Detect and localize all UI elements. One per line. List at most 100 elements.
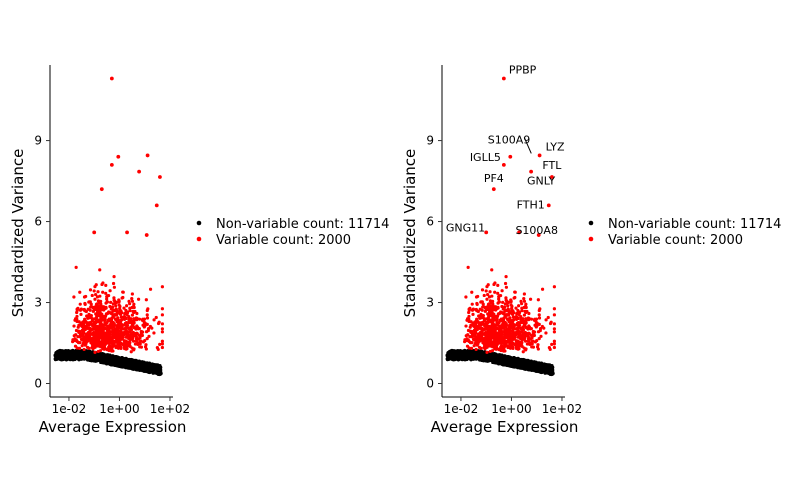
nonvariable-point [61, 357, 65, 361]
variable-point [530, 345, 534, 349]
nonvariable-point [473, 356, 477, 360]
variable-point [160, 313, 164, 317]
variable-point [72, 324, 76, 328]
y-tick-label: 0 [426, 377, 434, 391]
variable-point [121, 295, 125, 300]
variable-point [520, 309, 524, 313]
nonvariable-point [525, 364, 529, 368]
gene-label: S100A9 [488, 133, 531, 146]
variable-point [537, 322, 541, 326]
variable-point [522, 313, 527, 317]
nonvariable-point [476, 355, 480, 359]
variable-point [116, 154, 121, 159]
variable-point [103, 318, 107, 322]
variable-point [118, 304, 122, 308]
variable-point [529, 317, 534, 321]
variable-point [88, 288, 93, 292]
variable-point [156, 347, 160, 352]
variable-point [474, 319, 478, 323]
variable-point [90, 305, 94, 309]
variable-point [524, 325, 528, 329]
variable-point [524, 347, 528, 351]
variable-point [114, 345, 118, 350]
variable-point [490, 294, 494, 298]
variable-point [478, 326, 482, 330]
variable-point [83, 343, 87, 347]
variable-point [493, 335, 498, 339]
variable-point [504, 275, 508, 279]
gene-label: FTH1 [517, 198, 545, 211]
variable-point [97, 308, 102, 313]
variable-point [507, 334, 511, 338]
variable-point [125, 230, 129, 235]
variable-point [502, 342, 506, 346]
variable-point [485, 322, 489, 326]
variable-point [524, 334, 528, 338]
variable-point [480, 329, 484, 333]
nonvariable-point [118, 362, 122, 366]
nonvariable-point [504, 357, 508, 361]
variable-point [152, 318, 156, 322]
variable-point [148, 287, 153, 291]
variable-point [470, 308, 475, 312]
variable-point [102, 347, 106, 351]
variable-point [522, 292, 526, 296]
legend-nonvariable-marker [588, 220, 594, 226]
variable-point [94, 292, 98, 297]
variable-point [104, 283, 108, 287]
variable-point [552, 330, 556, 334]
legend-variable-label: Variable count: 2000 [216, 233, 351, 248]
variable-point [116, 341, 120, 345]
nonvariable-point [453, 357, 457, 361]
variable-point [98, 323, 102, 328]
variable-point [102, 344, 107, 348]
variable-point [130, 296, 134, 301]
data-points [445, 76, 556, 377]
nonvariable-point [71, 354, 75, 359]
nonvariable-point [477, 352, 481, 356]
variable-point [514, 306, 518, 310]
nonvariable-point [119, 358, 123, 363]
variable-point [109, 325, 114, 330]
nonvariable-point [544, 371, 548, 375]
variable-point [515, 311, 519, 315]
variable-point [124, 345, 128, 349]
variable-point [160, 285, 164, 289]
y-axis-title: Standardized Variance [401, 149, 419, 318]
variable-point [525, 309, 529, 314]
y-tick-label: 9 [426, 134, 434, 148]
variable-point [104, 291, 108, 295]
x-axis-title: Average Expression [39, 418, 187, 436]
legend-variable-marker [196, 236, 202, 242]
variable-point [544, 331, 548, 335]
variable-point [102, 307, 107, 311]
variable-point [93, 331, 97, 336]
variable-point [88, 335, 92, 339]
variable-point [115, 324, 119, 328]
variable-point [482, 293, 486, 298]
variable-point [503, 344, 507, 349]
variable-point [101, 281, 105, 285]
variable-point [101, 290, 105, 294]
variable-point [99, 332, 103, 336]
nonvariable-point [106, 354, 110, 358]
x-tick-label: 1e+02 [150, 402, 190, 416]
variable-point [488, 349, 492, 354]
variable-point [110, 305, 115, 309]
x-tick-label: 1e-02 [52, 402, 87, 416]
variable-point [507, 329, 512, 333]
y-tick-label: 6 [34, 215, 42, 229]
legend-nonvariable-label: Non-variable count: 11714 [216, 217, 389, 232]
variable-point [504, 296, 508, 300]
variable-point [145, 153, 150, 158]
legend-nonvariable-label: Non-variable count: 11714 [608, 217, 781, 232]
variable-point [472, 328, 476, 332]
variable-point [137, 169, 142, 174]
variable-point [529, 169, 534, 174]
variable-point [90, 293, 94, 298]
nonvariable-point [114, 355, 118, 359]
variable-point [491, 315, 495, 319]
variable-point [539, 334, 543, 338]
nonvariable-point [517, 365, 521, 369]
